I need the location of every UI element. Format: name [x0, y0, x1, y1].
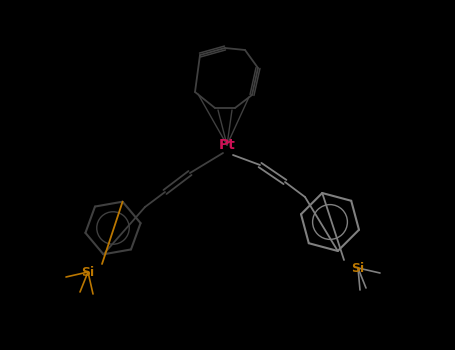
Text: Pt: Pt [218, 138, 235, 152]
Text: Si: Si [351, 261, 364, 274]
Text: Si: Si [81, 266, 95, 279]
